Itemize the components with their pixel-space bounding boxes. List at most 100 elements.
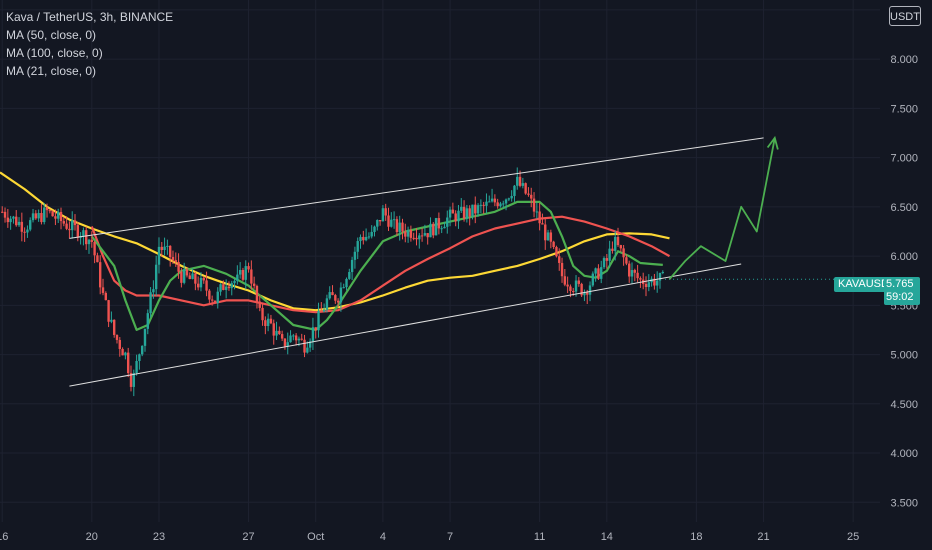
indicator-ma-21[interactable]: MA (21, close, 0) [6,64,97,78]
candle-body [26,229,29,233]
time-tick-label: 14 [601,531,613,543]
candle-body [619,245,623,249]
candle-body [286,342,289,347]
candle-body [289,335,292,343]
candle-body [647,282,651,288]
candle-body [653,278,656,286]
candle-body [406,230,410,237]
candle-body [261,307,264,321]
candle-body [597,268,600,279]
candle-body [258,301,261,308]
candle-body [569,286,572,291]
candle-body [244,266,247,280]
projection-line [668,137,776,280]
candle-body [546,232,550,241]
candle-body [135,360,138,373]
candle-body [107,300,110,322]
candle-body [31,213,35,221]
candle-body [432,223,435,236]
candle-body [230,283,233,289]
candle-body [188,275,191,280]
candle-body [205,280,208,291]
candle-body [306,347,309,353]
candle-body [87,239,91,245]
candle-body [331,292,334,296]
candle-body [493,198,497,203]
candle-body [656,280,659,286]
candle-body [65,223,68,229]
candle-body [199,277,203,288]
candle-body [555,247,558,257]
candle-body [409,230,413,238]
candle-body [558,256,561,263]
candle-body [426,233,429,238]
candle-body [499,203,502,207]
candle-body [216,291,219,304]
candle-body [140,345,144,355]
candle-body [381,208,385,222]
candle-body [420,235,424,237]
candle-body [398,222,401,233]
candle-body [390,219,393,227]
candle-body [404,231,407,237]
candle-body [387,215,390,227]
candle-body [121,348,124,356]
candle-body [132,372,135,387]
candle-body [154,264,158,290]
candle-body [339,287,343,303]
candle-body [149,292,152,314]
candle-body [314,327,317,331]
time-tick-label: 7 [447,531,453,543]
candle-body [611,248,614,251]
candle-body [152,289,155,293]
candle-body [577,280,581,284]
time-tick-label: 4 [380,531,386,543]
indicator-ma-100[interactable]: MA (100, close, 0) [6,46,103,60]
time-tick-label: 20 [86,531,98,543]
price-tick-label: 6.000 [890,251,918,263]
candle-body [20,221,24,232]
candle-body [608,248,611,261]
candle-body [247,266,250,270]
candle-body [59,211,63,222]
candle-body [586,292,589,295]
candle-body [437,218,441,229]
candle-body [418,235,421,240]
candle-body [614,236,617,251]
candle-body [616,236,620,246]
candle-body [476,205,480,214]
indicator-ma-50[interactable]: MA (50, close, 0) [6,28,97,42]
candle-body [1,211,4,213]
price-tick-label: 4.500 [890,399,918,411]
candle-body [252,283,256,286]
candle-body [300,338,303,340]
candle-body [317,311,320,331]
candle-body [527,193,530,195]
candle-body [157,246,161,265]
candle-body [177,261,180,272]
candle-body [34,213,38,219]
candle-body [43,207,46,223]
currency-button[interactable]: USDT [889,6,921,26]
candle-body [166,245,169,247]
candle-body [325,298,329,310]
time-axis[interactable]: 16 20 23 27 Oct 4 7 11 14 18 21 25 [0,531,859,543]
candle-body [3,211,7,218]
candle-body [482,204,485,206]
candle-body [297,338,301,341]
candle-body [460,206,463,211]
candle-body [118,339,121,349]
candle-body [485,201,488,206]
candle-body [384,208,387,216]
candle-body [364,237,368,241]
candle-body [541,223,544,225]
candle-body [518,176,522,186]
candle-body [308,341,312,348]
candle-body [328,292,331,299]
candle-body [9,218,12,223]
candle-body [129,373,133,387]
candle-body [376,220,379,227]
candle-body [474,204,477,214]
candle-body [202,277,205,281]
